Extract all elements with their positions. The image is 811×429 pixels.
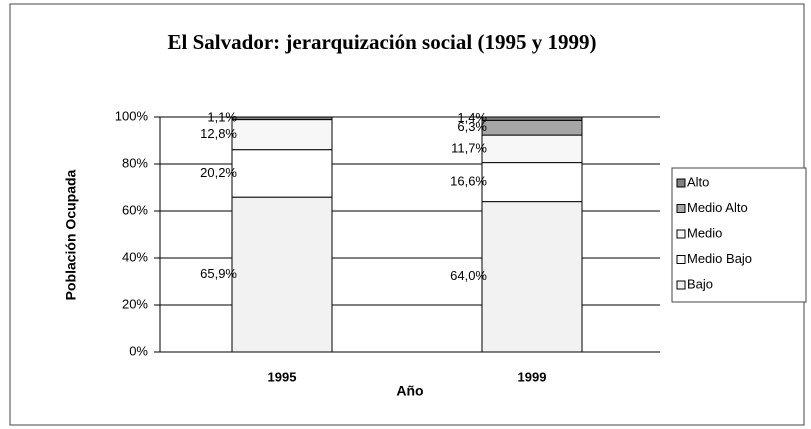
legend-swatch: [676, 178, 686, 188]
chart-title: El Salvador: jerarquización social (1995…: [168, 30, 597, 54]
bar-segment: [231, 149, 333, 198]
legend-box: [671, 167, 807, 303]
y-tick-label: 20%: [122, 296, 148, 311]
data-label: 64,0%: [450, 268, 487, 283]
data-label: 6,3%: [457, 119, 487, 134]
x-tick-label: 1999: [518, 369, 547, 384]
y-tick-label: 40%: [122, 249, 148, 264]
x-axis-title: Año: [396, 383, 423, 399]
bar-segment: [481, 201, 583, 353]
legend-swatch: [676, 255, 686, 264]
bar-segment: [231, 116, 333, 121]
bar-segment: [481, 119, 583, 136]
legend-swatch: [676, 280, 686, 290]
bar-segment: [481, 134, 583, 164]
data-label: 20,2%: [200, 165, 237, 180]
x-tick-label: 1995: [268, 369, 297, 384]
y-tick-label: 0%: [129, 343, 148, 358]
legend-swatch: [676, 229, 686, 239]
data-label: 1,4%: [457, 110, 487, 125]
legend-label: Medio Alto: [687, 200, 748, 215]
legend-label: Medio: [687, 225, 722, 240]
data-label: 1,1%: [207, 110, 237, 125]
data-label: 11,7%: [451, 140, 487, 155]
bar-segment: [481, 116, 583, 121]
legend-label: Medio Bajo: [687, 251, 752, 266]
legend-label: Alto: [687, 174, 709, 189]
data-label: 12,8%: [200, 126, 237, 141]
bar-segment: [231, 119, 333, 151]
y-tick-label: 80%: [122, 155, 148, 170]
y-tick-label: 60%: [122, 202, 148, 217]
y-tick-label: 100%: [115, 108, 149, 123]
bar-segment: [231, 196, 333, 353]
legend-label: Bajo: [687, 276, 713, 291]
data-label: 16,6%: [450, 174, 487, 189]
bar-segment: [481, 162, 583, 203]
data-label: 65,9%: [200, 266, 237, 281]
y-axis-title: Población Ocupada: [63, 169, 79, 300]
legend-swatch: [676, 204, 686, 213]
